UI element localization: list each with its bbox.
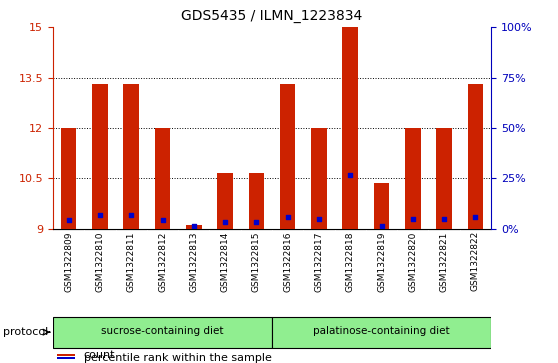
Point	[471, 214, 480, 220]
Bar	[53, 317, 272, 348]
Text: protocol: protocol	[3, 327, 48, 337]
Text: GSM1322820: GSM1322820	[408, 231, 417, 291]
Bar	[374, 183, 389, 229]
Text: GSM1322810: GSM1322810	[95, 231, 104, 292]
Bar	[155, 128, 170, 229]
Point	[158, 217, 167, 223]
Bar	[123, 84, 139, 229]
Bar	[248, 173, 264, 229]
Text: count: count	[84, 350, 115, 360]
Bar	[436, 128, 452, 229]
Title: GDS5435 / ILMN_1223834: GDS5435 / ILMN_1223834	[181, 9, 363, 24]
Point	[64, 217, 73, 223]
Point	[346, 172, 355, 178]
Point	[95, 212, 104, 218]
Text: GSM1322811: GSM1322811	[127, 231, 136, 292]
Point	[252, 219, 261, 225]
Text: GSM1322809: GSM1322809	[64, 231, 73, 292]
Bar	[405, 128, 421, 229]
Bar	[57, 357, 75, 359]
Bar	[272, 317, 491, 348]
Point	[189, 223, 198, 229]
Bar	[468, 84, 483, 229]
Point	[408, 216, 417, 221]
Point	[377, 223, 386, 229]
Text: GSM1322813: GSM1322813	[189, 231, 198, 292]
Bar	[92, 84, 108, 229]
Text: palatinose-containing diet: palatinose-containing diet	[313, 326, 450, 337]
Text: GSM1322814: GSM1322814	[220, 231, 229, 291]
Bar	[343, 27, 358, 229]
Bar	[186, 225, 201, 229]
Point	[220, 219, 229, 225]
Text: GSM1322821: GSM1322821	[440, 231, 449, 291]
Point	[283, 214, 292, 220]
Point	[127, 212, 136, 218]
Text: percentile rank within the sample: percentile rank within the sample	[84, 353, 272, 363]
Text: GSM1322817: GSM1322817	[315, 231, 324, 292]
Text: GSM1322812: GSM1322812	[158, 231, 167, 291]
Bar	[217, 173, 233, 229]
Text: GSM1322818: GSM1322818	[346, 231, 355, 292]
Text: GSM1322819: GSM1322819	[377, 231, 386, 292]
Bar	[57, 354, 75, 356]
Bar	[280, 84, 296, 229]
Point	[440, 216, 449, 221]
Text: GSM1322815: GSM1322815	[252, 231, 261, 292]
Point	[315, 216, 324, 221]
Text: GSM1322816: GSM1322816	[283, 231, 292, 292]
Bar	[311, 128, 327, 229]
Text: sucrose-containing diet: sucrose-containing diet	[101, 326, 224, 337]
Bar	[61, 128, 76, 229]
Text: GSM1322822: GSM1322822	[471, 231, 480, 291]
